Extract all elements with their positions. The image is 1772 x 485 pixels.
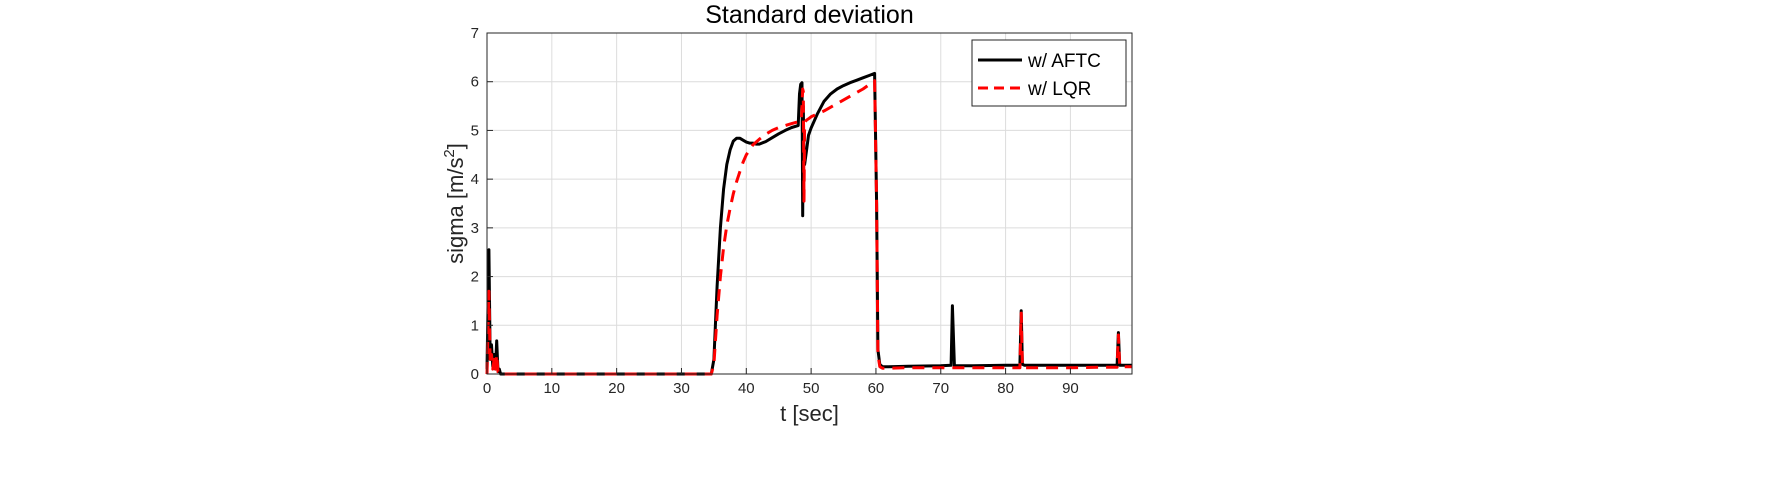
x-tick-label: 40 (738, 380, 755, 397)
x-tick-label: 90 (1062, 380, 1079, 397)
y-axis-label-superscript: 2 (441, 149, 458, 157)
x-tick-label: 60 (868, 380, 885, 397)
y-tick-label: 7 (471, 25, 479, 42)
legend-label-lqr: w/ LQR (1027, 79, 1091, 100)
y-tick-label: 3 (471, 220, 479, 237)
legend: w/ AFTC w/ LQR (971, 39, 1127, 107)
y-tick-label: 5 (471, 122, 479, 139)
x-tick-label: 50 (803, 380, 820, 397)
y-tick-label: 1 (471, 317, 479, 334)
x-tick-label: 10 (543, 380, 560, 397)
x-axis-label: t [sec] (780, 401, 839, 426)
y-axis-label-suffix: ] (443, 143, 468, 149)
legend-label-aftc: w/ AFTC (1027, 51, 1101, 72)
plot-frame (486, 32, 1133, 375)
legend-box (971, 39, 1127, 107)
x-tick-label: 80 (997, 380, 1014, 397)
chart-title: Standard deviation (705, 1, 913, 29)
x-tick-label: 20 (608, 380, 625, 397)
y-axis-label: sigma [m/s2] (441, 143, 468, 264)
x-tick-label: 30 (673, 380, 690, 397)
x-tick-label: 0 (483, 380, 491, 397)
y-axis-label-main: sigma [m/s (443, 158, 468, 264)
y-tick-label: 6 (471, 74, 479, 91)
y-tick-label: 0 (471, 366, 479, 383)
axis-ticks: 0 10 20 30 40 50 60 70 80 90 0 1 2 3 4 5 6 7 (471, 25, 1079, 397)
y-tick-label: 4 (471, 171, 479, 188)
y-tick-label: 2 (471, 269, 479, 286)
x-tick-label: 70 (932, 380, 949, 397)
